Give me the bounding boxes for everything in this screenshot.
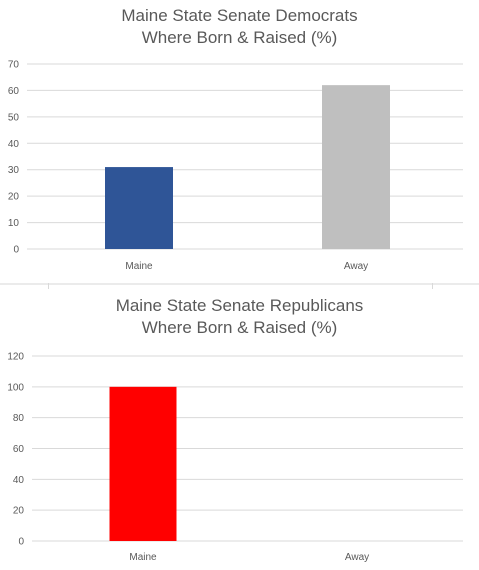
x-category-label: Away xyxy=(344,261,368,272)
y-tick-label: 80 xyxy=(13,413,25,424)
y-tick-label: 60 xyxy=(8,86,20,97)
republicans-plot-area: 0 20 40 60 80 100 120 Maine Away xyxy=(7,352,463,563)
chart-title-line-2: Where Born & Raised (%) xyxy=(141,28,338,47)
y-tick-label: 40 xyxy=(13,475,25,486)
x-category-label: Maine xyxy=(129,552,157,563)
chart-title: Maine State Senate Democrats Where Born … xyxy=(0,5,479,49)
y-tick-label: 30 xyxy=(8,165,20,176)
chart-title-line-2: Where Born & Raised (%) xyxy=(141,318,338,337)
x-category-label: Maine xyxy=(125,261,153,272)
chart-title: Maine State Senate Republicans Where Bor… xyxy=(0,295,479,339)
divider-tick xyxy=(432,283,433,289)
democrats-plot-area: 0 10 20 30 40 50 60 70 Maine Away xyxy=(8,60,463,272)
chart-title-line-1: Maine State Senate Republicans xyxy=(115,296,364,315)
y-tick-label: 0 xyxy=(13,245,19,256)
y-tick-label: 100 xyxy=(7,382,24,393)
y-tick-label: 20 xyxy=(13,506,25,517)
democrats-chart: Maine State Senate Democrats Where Born … xyxy=(0,0,479,283)
x-category-label: Away xyxy=(345,552,369,563)
bar-away xyxy=(322,85,390,250)
chart-title-line-1: Maine State Senate Democrats xyxy=(121,6,358,25)
y-tick-label: 40 xyxy=(8,139,20,150)
republicans-chart: Maine State Senate Republicans Where Bor… xyxy=(0,285,479,570)
chart-divider xyxy=(0,283,479,285)
bar-maine xyxy=(105,167,173,249)
bar-maine xyxy=(109,386,177,541)
y-tick-label: 60 xyxy=(13,444,25,455)
y-tick-label: 120 xyxy=(7,352,24,363)
y-tick-label: 20 xyxy=(8,192,20,203)
y-tick-label: 10 xyxy=(8,218,20,229)
y-tick-label: 50 xyxy=(8,112,20,123)
divider-tick xyxy=(48,283,49,289)
y-tick-label: 70 xyxy=(8,60,20,71)
y-tick-label: 0 xyxy=(18,537,24,548)
